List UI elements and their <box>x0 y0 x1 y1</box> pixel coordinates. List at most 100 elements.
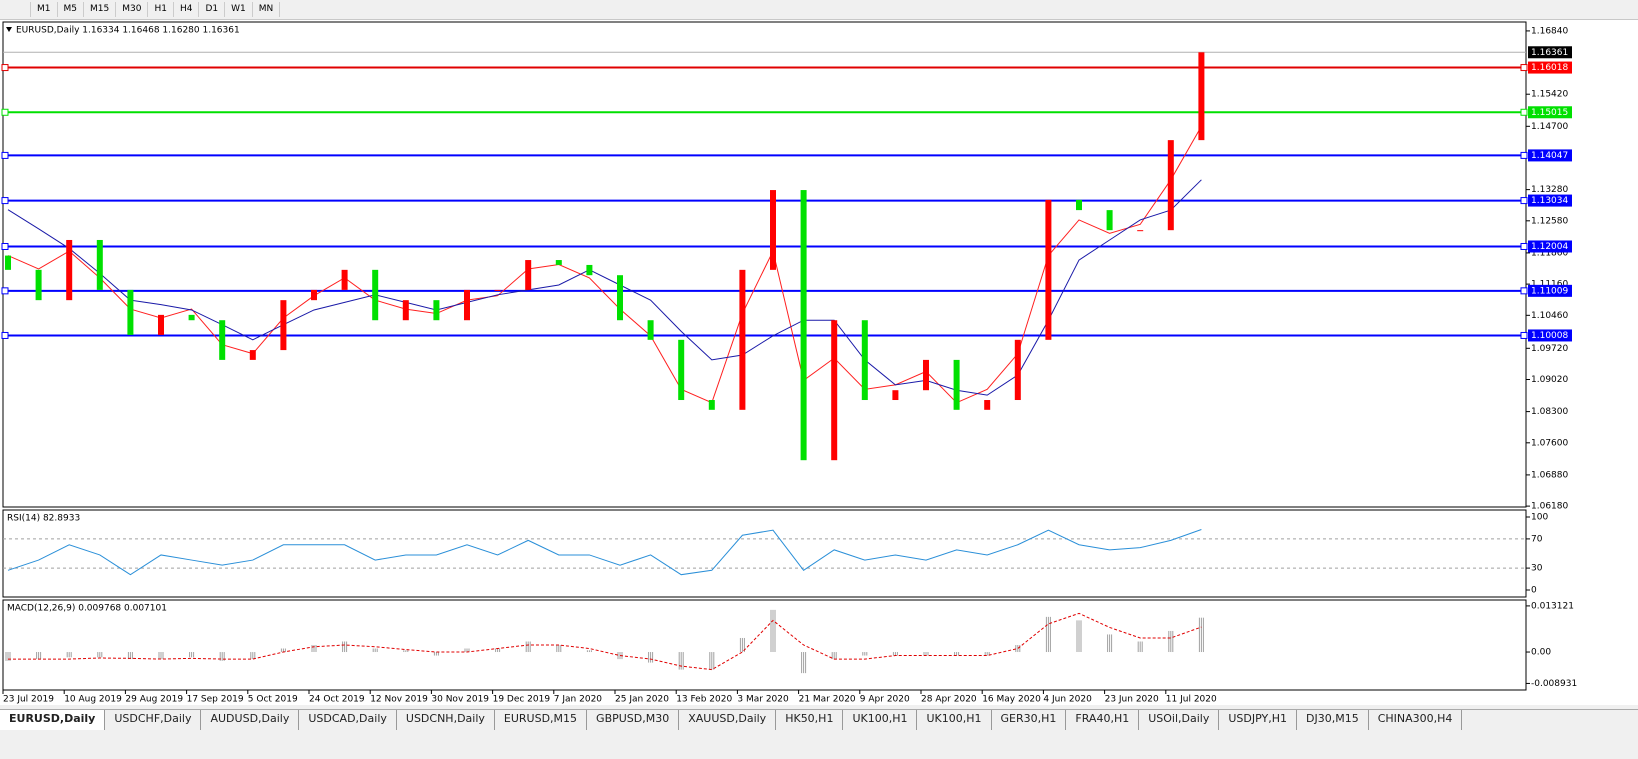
candle <box>433 300 440 321</box>
candle <box>188 314 195 321</box>
candle <box>35 269 42 301</box>
x-tick-label: 24 Oct 2019 <box>309 695 365 705</box>
level-handle <box>1520 287 1528 295</box>
candle <box>984 400 991 410</box>
chart-tab[interactable]: HK50,H1 <box>776 710 844 730</box>
candle <box>1014 339 1021 401</box>
timeframe-button[interactable]: D1 <box>199 2 226 17</box>
y-tick-label: 1.09020 <box>1531 375 1568 385</box>
y-tick-label: 30 <box>1531 564 1543 574</box>
candle <box>953 359 960 410</box>
chart-tab[interactable]: DJ30,M15 <box>1297 710 1369 730</box>
candle <box>892 390 899 401</box>
candle <box>861 320 868 401</box>
level-handle <box>1520 331 1528 339</box>
chart-tab[interactable]: USDJPY,H1 <box>1219 710 1298 730</box>
timeframe-button[interactable]: H1 <box>148 2 174 17</box>
y-tick-label: 1.14700 <box>1531 122 1568 132</box>
chart-tab[interactable]: GBPUSD,M30 <box>587 710 680 730</box>
candle <box>249 350 256 360</box>
y-tick-label: 1.07600 <box>1531 438 1568 448</box>
x-tick-label: 23 Jun 2020 <box>1105 695 1159 705</box>
candle <box>66 239 73 301</box>
x-tick-label: 12 Nov 2019 <box>370 695 428 705</box>
timeframe-button[interactable]: M5 <box>58 2 84 17</box>
level-handle <box>1520 151 1528 159</box>
candle <box>800 190 807 461</box>
level-price-box <box>1528 240 1572 253</box>
candle <box>678 339 685 401</box>
chart-tab[interactable]: XAUUSD,Daily <box>679 710 777 730</box>
x-tick-label: 3 Mar 2020 <box>737 695 789 705</box>
chart-tab[interactable]: USDCNH,Daily <box>397 710 495 730</box>
tool-icon[interactable] <box>0 2 31 17</box>
chart-tab[interactable]: AUDUSD,Daily <box>201 710 300 730</box>
y-tick-label: 1.13280 <box>1531 185 1568 195</box>
level-handle <box>1 331 9 339</box>
chart-tab[interactable]: FRA40,H1 <box>1066 710 1140 730</box>
x-tick-label: 17 Sep 2019 <box>187 695 244 705</box>
y-tick-label: 0.013121 <box>1531 601 1574 611</box>
chart-tab[interactable]: UK100,H1 <box>843 710 918 730</box>
y-tick-label: 1.12580 <box>1531 216 1568 226</box>
timeframe-button[interactable]: M15 <box>84 2 117 17</box>
x-tick-label: 11 Jul 2020 <box>1166 695 1217 705</box>
level-price-label: 1.16018 <box>1531 63 1568 73</box>
candle <box>1106 210 1113 231</box>
y-tick-label: 100 <box>1531 513 1548 523</box>
x-tick-label: 29 Aug 2019 <box>125 695 183 705</box>
level-price-box <box>1528 149 1572 162</box>
level-price-box <box>1528 329 1572 342</box>
chart-tab[interactable]: GER30,H1 <box>992 710 1067 730</box>
timeframe-button[interactable]: MN <box>253 2 281 17</box>
moving-average <box>7 179 1202 396</box>
panel-title: RSI(14) 82.8933 <box>7 514 80 524</box>
panel-border <box>2 599 1527 691</box>
level-price-label: 1.10008 <box>1531 331 1568 341</box>
candle <box>525 260 532 290</box>
chart-tab[interactable]: USDCHF,Daily <box>105 710 202 730</box>
candle <box>770 190 776 270</box>
candle <box>1198 52 1205 141</box>
level-handle <box>1520 108 1528 116</box>
panel-border <box>2 21 1527 508</box>
candle <box>1137 230 1144 232</box>
candle <box>1167 140 1174 231</box>
candle <box>402 300 409 321</box>
x-tick-label: 21 Mar 2020 <box>799 695 856 705</box>
candle <box>341 269 348 290</box>
y-tick-label: 1.16840 <box>1531 26 1568 36</box>
level-handle <box>1 287 9 295</box>
level-price-label: 1.11009 <box>1531 286 1568 296</box>
level-price-label: 1.12004 <box>1531 242 1568 252</box>
panel-title: MACD(12,26,9) 0.009768 0.007101 <box>7 604 167 614</box>
level-price-label: 1.13034 <box>1531 196 1568 206</box>
level-handle <box>1 108 9 116</box>
timeframe-button[interactable]: W1 <box>225 2 253 17</box>
x-tick-label: 10 Aug 2019 <box>64 695 122 705</box>
timeframe-button[interactable]: M30 <box>116 2 149 17</box>
candle <box>1045 199 1052 340</box>
x-tick-label: 25 Jan 2020 <box>615 695 669 705</box>
background <box>0 20 1638 705</box>
candle <box>555 260 562 265</box>
y-tick-label: 1.10460 <box>1531 311 1568 321</box>
chart-tab[interactable]: USOil,Daily <box>1139 710 1220 730</box>
chart-tab[interactable]: UK100,H1 <box>917 710 992 730</box>
x-tick-label: 5 Oct 2019 <box>248 695 298 705</box>
candle <box>647 320 654 340</box>
timeframe-button[interactable]: M1 <box>31 2 58 17</box>
candle <box>708 400 715 410</box>
y-tick-label: 70 <box>1531 534 1543 544</box>
timeframe-button[interactable]: H4 <box>174 2 200 17</box>
chart-tab[interactable]: CHINA300,H4 <box>1369 710 1463 730</box>
panel-border <box>2 509 1527 598</box>
chart-tab[interactable]: EURUSD,M15 <box>495 710 588 730</box>
level-handle <box>1 151 9 159</box>
x-tick-label: 4 Jun 2020 <box>1043 695 1092 705</box>
chart-tab[interactable]: EURUSD,Daily <box>0 710 106 730</box>
x-tick-label: 30 Nov 2019 <box>431 695 489 705</box>
chart-tab[interactable]: USDCAD,Daily <box>299 710 397 730</box>
candle <box>923 359 929 391</box>
